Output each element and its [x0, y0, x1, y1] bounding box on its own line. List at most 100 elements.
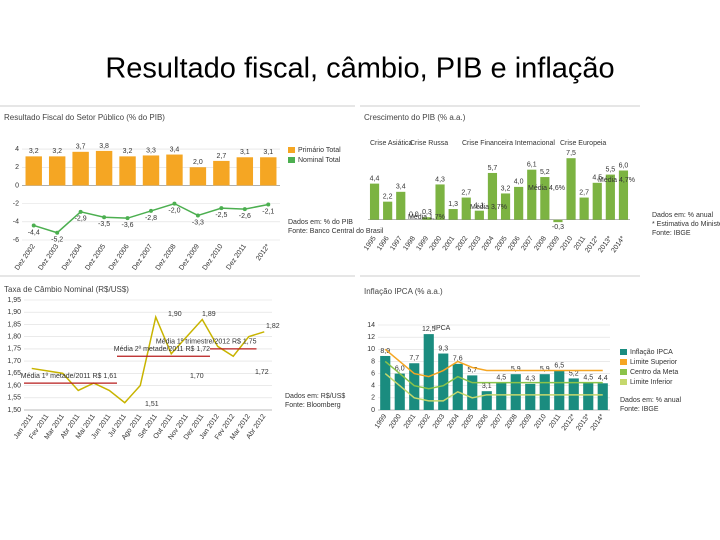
data-label: 3,1	[240, 149, 250, 156]
data-label: -5,2	[51, 237, 63, 244]
chart-title: Crescimento do PIB (% a.a.)	[364, 113, 466, 122]
y-tick-label: 1,75	[7, 346, 21, 353]
x-tick-label: Dez 2011	[225, 243, 248, 271]
data-label: 1,3	[448, 201, 458, 208]
bar	[48, 156, 66, 186]
x-tick-label: 2008	[504, 413, 519, 430]
y-tick-label: 1,60	[7, 382, 21, 389]
bar	[422, 217, 432, 220]
x-tick-label: Dez 2008	[155, 243, 178, 272]
bar	[394, 373, 405, 410]
note: Fonte: IBGE	[652, 230, 691, 237]
data-label: -2,8	[145, 215, 157, 222]
data-label: 5,7	[467, 367, 477, 374]
x-tick-label: Dez 2003	[37, 243, 60, 272]
data-label: 3,4	[170, 146, 180, 153]
bar	[579, 197, 589, 220]
note: Dados em: R$/US$	[285, 393, 345, 400]
x-tick-label: 2000	[388, 413, 403, 430]
point	[266, 202, 271, 207]
bar	[525, 383, 536, 410]
data-label: -2,0	[168, 207, 180, 214]
annotation: Média 1,7%	[408, 214, 445, 221]
point	[125, 216, 130, 221]
x-tick-label: 2003	[468, 235, 483, 252]
x-tick-label: 2001	[442, 235, 457, 252]
data-label: 7,7	[409, 355, 419, 362]
y-tick-label: 8	[371, 358, 375, 365]
data-label: 7,6	[453, 356, 463, 363]
x-tick-label: Dez 2009	[178, 243, 201, 272]
data-label: 7,5	[566, 150, 576, 157]
bar	[605, 174, 615, 220]
x-tick-label: 2012*	[255, 243, 271, 262]
x-tick-label: 2004	[481, 235, 496, 252]
legend-label: Centro da Meta	[630, 369, 678, 376]
y-tick-label: 2	[371, 395, 375, 402]
legend-label: Inflação IPCA	[630, 349, 673, 356]
bar	[95, 150, 113, 186]
annotation: Crise Financeira Internacional	[462, 140, 555, 147]
y-tick-label: 6	[371, 370, 375, 377]
data-label: -2,6	[239, 213, 251, 220]
data-label: 12,5	[422, 326, 436, 333]
point	[78, 209, 83, 214]
bar	[119, 156, 136, 186]
data-label: 8,9	[380, 348, 390, 355]
bar	[423, 334, 434, 410]
data-label: 4,4	[370, 175, 380, 182]
bar	[592, 182, 602, 220]
note: Fonte: Banco Central do Brasil	[288, 228, 384, 235]
data-label: 4,5	[583, 375, 593, 382]
bar	[554, 370, 565, 410]
bar	[166, 154, 183, 186]
bar	[618, 170, 629, 220]
x-tick-label: 2005	[461, 413, 476, 430]
bar	[514, 186, 524, 220]
point	[172, 201, 177, 206]
bar	[409, 363, 420, 410]
data-label: 3,2	[501, 185, 511, 192]
data-label: -0,3	[552, 224, 564, 231]
x-tick-label: Dez 2002	[14, 243, 37, 272]
y-tick-label: 2	[15, 164, 19, 171]
annotation: Média 4,7%	[598, 177, 635, 184]
x-tick-label: 2007	[520, 235, 535, 252]
data-label: 9,3	[438, 345, 448, 352]
reference-label: Média 1º metade/2011 R$ 1,61	[21, 373, 117, 380]
annotation: Crise Europeia	[560, 140, 606, 147]
data-label: -3,6	[122, 222, 134, 229]
data-label: -3,5	[98, 221, 110, 228]
x-tick-label: 1999	[374, 413, 389, 430]
legend-label: Limite Superior	[630, 359, 678, 366]
note: Dados em: % anual	[652, 212, 714, 219]
note: Fonte: IBGE	[620, 406, 659, 413]
x-tick-label: 2008	[533, 235, 548, 252]
legend-swatch	[288, 147, 295, 153]
data-label: -2,1	[262, 208, 274, 215]
note: Dados em: % anual	[620, 397, 682, 404]
y-tick-label: 12	[367, 334, 375, 341]
x-tick-label: 2014*	[610, 235, 626, 254]
y-tick-label: 1,65	[7, 370, 21, 377]
bar	[383, 201, 393, 220]
x-tick-label: 2009	[519, 413, 534, 430]
point	[195, 213, 200, 218]
data-label: -4,4	[28, 229, 40, 236]
x-tick-label: 2006	[475, 413, 490, 430]
annotation: Crise Asiática	[370, 140, 413, 147]
note: Fonte: Bloomberg	[285, 402, 341, 409]
bar	[481, 391, 492, 410]
data-label: 2,7	[461, 189, 471, 196]
data-label: 6,0	[395, 365, 405, 372]
y-tick-label: 1,90	[7, 309, 21, 316]
x-tick-label: 2010	[533, 413, 548, 430]
legend-label: Limite Inferior	[630, 379, 673, 386]
annotation: 1,90	[168, 311, 182, 318]
x-tick-label: 2013*	[575, 413, 591, 432]
chart-title: Taxa de Câmbio Nominal (R$/US$)	[4, 285, 129, 294]
note: Dados em: % do PIB	[288, 219, 353, 226]
data-label: 4,0	[514, 179, 524, 186]
data-label: 5,2	[540, 169, 550, 176]
